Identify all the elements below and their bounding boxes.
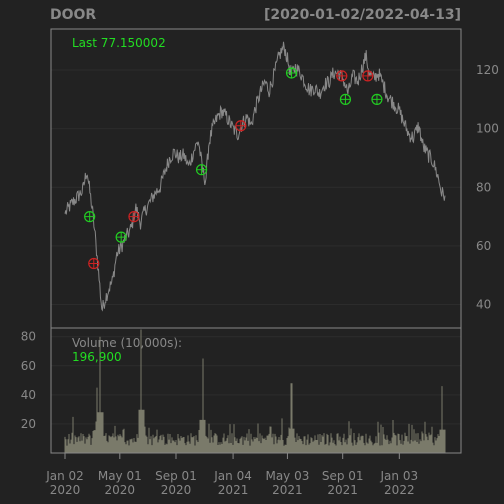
volume-tick-label: 60 — [21, 359, 36, 373]
x-tick-label-year: 2020 — [161, 483, 192, 497]
sell-signal-marker — [362, 70, 374, 82]
buy-signal-marker — [195, 164, 208, 176]
volume-last-value: 196,900 — [72, 350, 122, 364]
price-axis-ticks: 40 60 80 100 120 — [476, 63, 499, 312]
sell-signal-marker — [128, 211, 140, 223]
x-tick-label-month: Sep 01 — [155, 469, 197, 483]
x-tick-label-month: May 01 — [98, 469, 142, 483]
x-tick-label-month: May 03 — [265, 469, 309, 483]
x-tick-label-year: 2021 — [327, 483, 358, 497]
chart-symbol: DOOR — [50, 7, 96, 23]
x-tick-label-month: Sep 01 — [322, 469, 364, 483]
price-panel: 40 60 80 100 120 Last 77.150002 — [50, 28, 499, 329]
chart-date-range: [2020-01-02/2022-04-13] — [264, 7, 461, 23]
buy-signal-marker — [371, 93, 383, 105]
volume-tick-label: 20 — [21, 417, 36, 431]
price-tick-label: 100 — [476, 122, 499, 136]
buy-signal-marker — [115, 231, 127, 243]
last-price-label: Last 77.150002 — [72, 36, 166, 50]
x-tick-label-year: 2022 — [384, 483, 415, 497]
x-tick-label-year: 2021 — [218, 483, 249, 497]
price-series-line — [64, 41, 446, 312]
price-tick-label: 40 — [476, 298, 491, 312]
buy-signal-marker — [339, 93, 352, 105]
x-tick-label-year: 2021 — [272, 483, 303, 497]
volume-axis-ticks: 20 40 60 80 — [21, 330, 36, 431]
x-tick-label-year: 2020 — [105, 483, 136, 497]
volume-tick-label: 40 — [21, 388, 36, 402]
sell-signal-marker — [235, 120, 247, 132]
sell-signal-marker — [88, 257, 100, 270]
price-tick-label: 80 — [476, 180, 491, 194]
volume-label: Volume (10,000s): — [72, 336, 182, 350]
signal-markers — [84, 67, 383, 270]
x-tick-label-month: Jan 02 — [45, 469, 84, 483]
price-tick-label: 120 — [476, 63, 499, 77]
buy-signal-marker — [285, 67, 298, 79]
x-tick-label-year: 2020 — [50, 483, 81, 497]
buy-signal-marker — [84, 211, 96, 223]
x-tick-label-month: Jan 03 — [380, 469, 419, 483]
volume-tick-label: 80 — [21, 330, 36, 344]
volume-panel-frame — [50, 327, 462, 454]
sell-signal-marker — [336, 70, 348, 82]
volume-bars — [64, 329, 446, 453]
price-tick-label: 60 — [476, 239, 491, 253]
volume-panel: 20 40 60 80 Volume (10,000s): 196,900 — [21, 327, 462, 454]
x-tick-label-month: Jan 04 — [213, 469, 252, 483]
